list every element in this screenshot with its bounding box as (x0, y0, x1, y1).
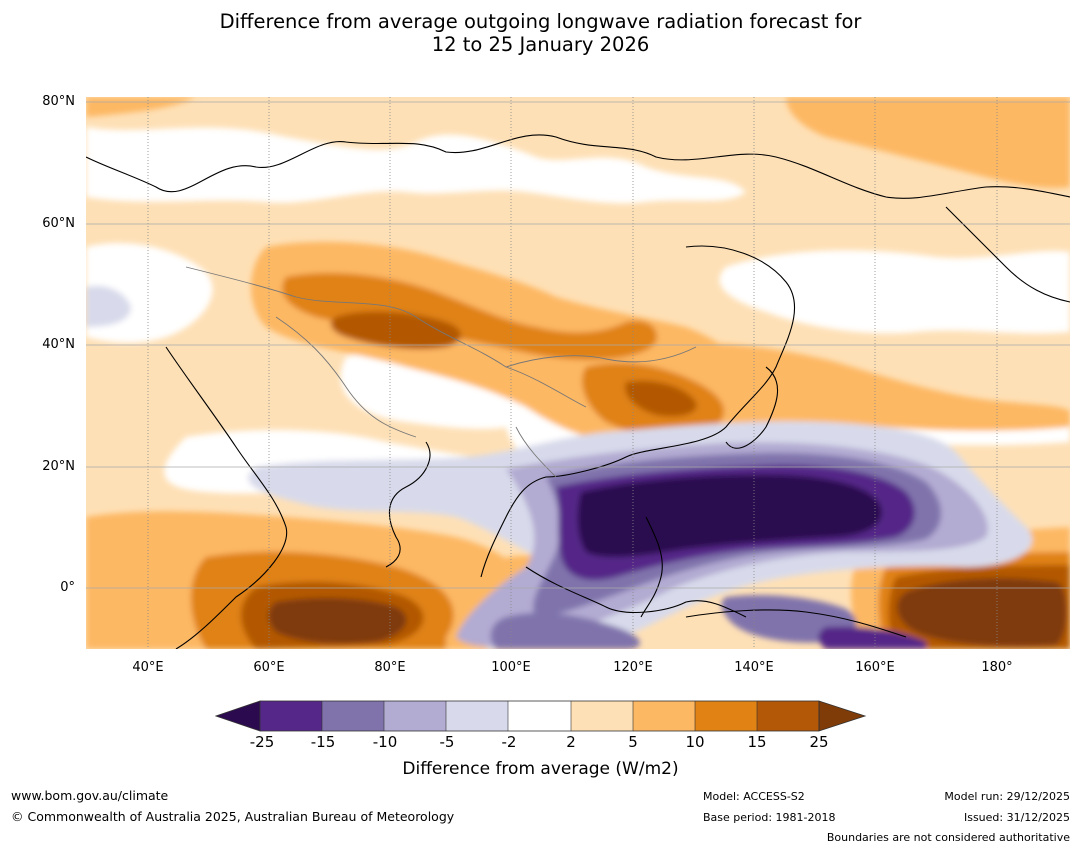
colorbar-extend-low (215, 700, 261, 732)
model-run-text: Model run: 29/12/2025 (944, 790, 1070, 803)
issued-text: Issued: 31/12/2025 (963, 811, 1070, 824)
colorbar-tick: -2 (501, 733, 517, 751)
lon-label-140e: 140°E (734, 660, 774, 675)
colorbar-tick: -25 (249, 733, 275, 751)
colorbar (215, 700, 867, 732)
colorbar-bin-1 (260, 701, 322, 731)
colorbar-bin-5 (508, 701, 571, 731)
lon-label-100e: 100°E (491, 660, 531, 675)
colorbar-label: Difference from average (W/m2) (402, 759, 679, 779)
lat-label-40n: 40°N (42, 337, 75, 352)
lon-label-180: 180° (981, 660, 1013, 675)
colorbar-bin-7 (633, 701, 695, 731)
lon-label-120e: 120°E (613, 660, 653, 675)
lat-label-60n: 60°N (42, 216, 75, 231)
model-text: Model: ACCESS-S2 (703, 790, 805, 803)
coastlines (86, 134, 1070, 649)
copyright-text: © Commonwealth of Australia 2025, Austra… (11, 809, 455, 824)
colorbar-tick: 15 (747, 733, 767, 751)
colorbar-tick: 25 (809, 733, 829, 751)
colorbar-tick: 2 (566, 733, 576, 751)
country-borders (185, 266, 697, 478)
colorbar-bin-8 (695, 701, 757, 731)
colorbar-bin-9 (757, 701, 819, 731)
colorbar-tick: 10 (685, 733, 705, 751)
colorbar-tick: -5 (439, 733, 455, 751)
colorbar-bin-4 (446, 701, 508, 731)
lon-label-80e: 80°E (374, 660, 406, 675)
lon-label-160e: 160°E (855, 660, 895, 675)
website-link[interactable]: www.bom.gov.au/climate (11, 788, 169, 803)
lat-label-20n: 20°N (42, 459, 75, 474)
lat-label-80n: 80°N (42, 94, 75, 109)
colorbar-tick: -15 (310, 733, 336, 751)
title-line-1: Difference from average outgoing longwav… (219, 10, 862, 33)
lon-label-40e: 40°E (132, 660, 164, 675)
colorbar-bin-6 (571, 701, 633, 731)
colorbar-tick: 5 (628, 733, 638, 751)
lat-label-0: 0° (60, 580, 75, 595)
colorbar-bin-3 (384, 701, 446, 731)
anomaly-shading (86, 97, 1070, 649)
disclaimer-text: Boundaries are not considered authoritat… (826, 831, 1070, 844)
title-line-2: 12 to 25 January 2026 (431, 33, 650, 56)
chart-title: Difference from average outgoing longwav… (0, 10, 1081, 56)
colorbar-bin-2 (322, 701, 384, 731)
lon-label-60e: 60°E (253, 660, 285, 675)
colorbar-tick: -10 (372, 733, 398, 751)
graticule (86, 97, 1070, 649)
olr-anomaly-map (86, 97, 1070, 649)
base-period-text: Base period: 1981-2018 (703, 811, 836, 824)
colorbar-extend-high (818, 700, 867, 732)
